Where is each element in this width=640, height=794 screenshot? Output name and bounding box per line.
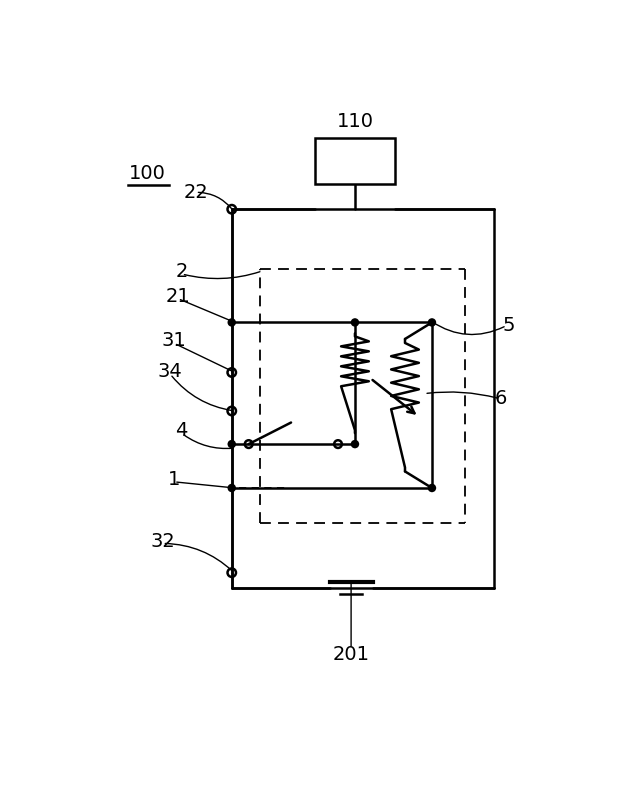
Text: 21: 21 bbox=[166, 287, 190, 306]
Text: 5: 5 bbox=[502, 316, 515, 335]
Text: 6: 6 bbox=[495, 389, 508, 408]
Circle shape bbox=[227, 440, 236, 449]
Bar bbox=[315, 137, 395, 184]
Text: 201: 201 bbox=[333, 645, 370, 664]
Circle shape bbox=[227, 318, 236, 326]
Circle shape bbox=[351, 318, 359, 326]
Text: 4: 4 bbox=[175, 422, 188, 441]
Text: 2: 2 bbox=[175, 262, 188, 281]
Text: 1: 1 bbox=[168, 470, 180, 489]
Circle shape bbox=[428, 484, 436, 492]
Circle shape bbox=[351, 440, 359, 449]
Text: 100: 100 bbox=[129, 164, 166, 183]
Circle shape bbox=[428, 318, 436, 326]
Text: 22: 22 bbox=[183, 183, 208, 202]
Circle shape bbox=[227, 484, 236, 492]
Text: 34: 34 bbox=[158, 362, 182, 381]
Text: 110: 110 bbox=[337, 112, 374, 131]
Text: 32: 32 bbox=[150, 532, 175, 550]
Text: 31: 31 bbox=[162, 331, 186, 350]
